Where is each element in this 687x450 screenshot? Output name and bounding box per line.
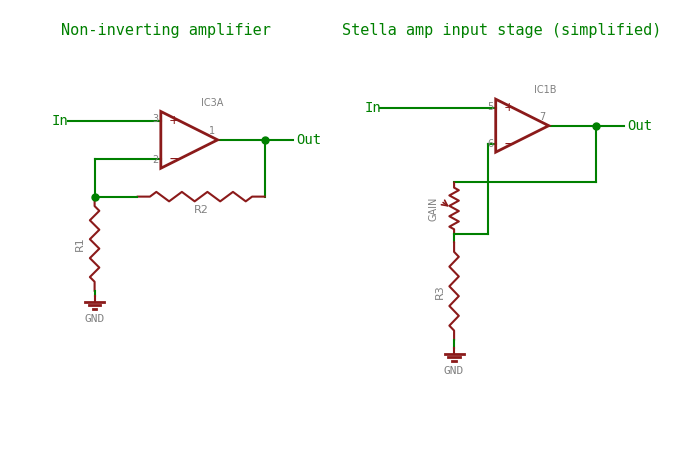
Text: −: − — [168, 152, 180, 166]
Text: In: In — [52, 114, 69, 128]
Text: +: + — [504, 101, 514, 114]
Text: Non-inverting amplifier: Non-inverting amplifier — [60, 23, 271, 39]
Text: 7: 7 — [539, 112, 546, 122]
Text: −: − — [504, 137, 515, 151]
Text: Out: Out — [296, 133, 322, 147]
Text: GAIN: GAIN — [428, 196, 438, 220]
Text: R1: R1 — [75, 237, 85, 251]
Text: IC1B: IC1B — [534, 86, 556, 95]
Text: IC3A: IC3A — [201, 98, 223, 108]
Text: 1: 1 — [209, 126, 215, 136]
Text: R2: R2 — [194, 205, 208, 215]
Text: 6: 6 — [488, 140, 494, 149]
Text: In: In — [364, 101, 381, 115]
Text: +: + — [168, 114, 179, 127]
Text: GND: GND — [444, 366, 464, 376]
Text: GND: GND — [85, 314, 104, 324]
Text: Stella amp input stage (simplified): Stella amp input stage (simplified) — [341, 23, 661, 39]
Text: 3: 3 — [153, 114, 159, 124]
Text: 5: 5 — [488, 102, 494, 112]
Text: 2: 2 — [153, 155, 159, 166]
Text: R3: R3 — [435, 284, 444, 299]
Text: Out: Out — [627, 119, 653, 133]
